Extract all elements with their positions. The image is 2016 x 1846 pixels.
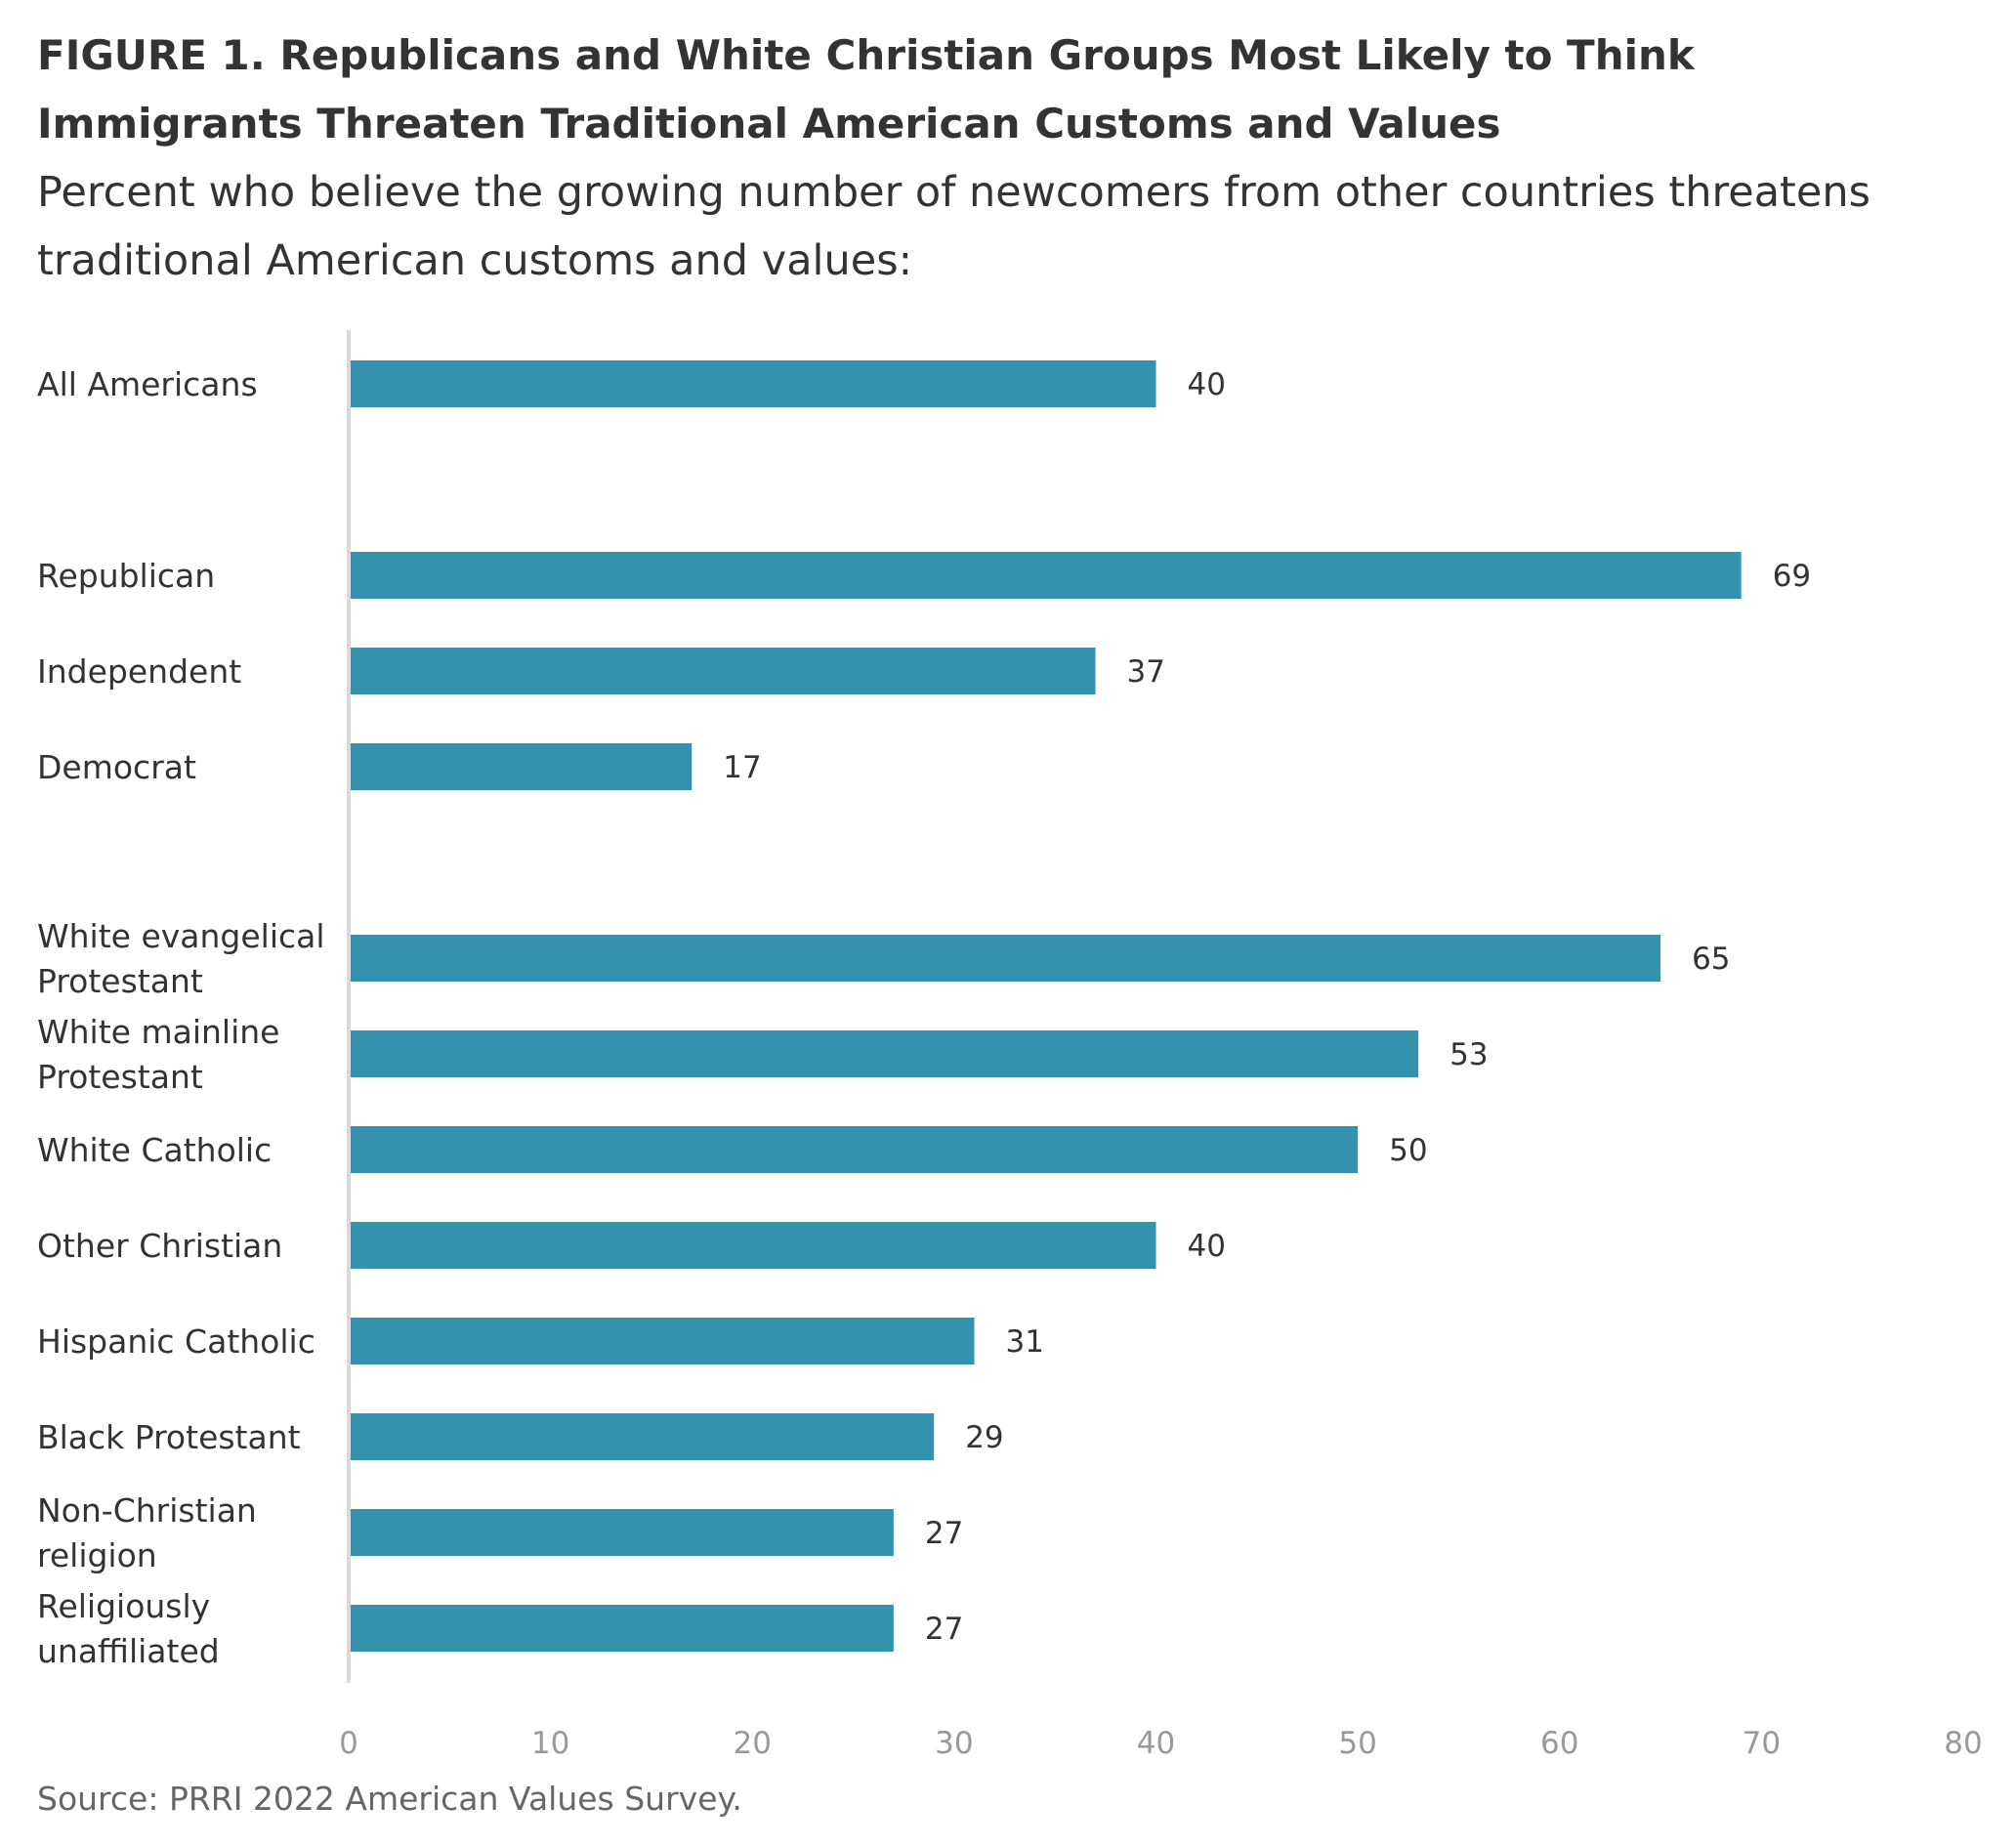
category-label-line: Protestant: [37, 962, 203, 1000]
category-label: Black Protestant: [37, 1418, 301, 1456]
category-label-line: Republican: [37, 557, 215, 595]
category-label: Independent: [37, 652, 241, 691]
bar: [349, 1605, 894, 1652]
x-tick-label: 10: [531, 1726, 569, 1761]
category-label-line: White evangelical: [37, 917, 325, 955]
bar: [349, 360, 1156, 407]
x-tick-label: 70: [1743, 1726, 1781, 1761]
bar: [349, 1413, 935, 1460]
x-tick-label: 30: [935, 1726, 973, 1761]
category-label-line: Non-Christian: [37, 1491, 257, 1530]
data-label: 53: [1449, 1037, 1488, 1072]
category-label: White mainline Protestant: [37, 1013, 279, 1096]
x-tick-label: 20: [734, 1726, 772, 1761]
category-label-line: Religiously: [37, 1587, 210, 1625]
category-label: White evangelical Protestant: [37, 917, 325, 1000]
category-label-line: White mainline: [37, 1013, 279, 1051]
category-label: Religiously unaffiliated: [37, 1587, 220, 1670]
figure-subtitle: Percent who believe the growing number o…: [37, 168, 1871, 285]
data-label: 37: [1127, 654, 1165, 690]
category-label: Hispanic Catholic: [37, 1322, 315, 1361]
category-label-line: Protestant: [37, 1058, 203, 1096]
category-label: Non-Christian religion: [37, 1491, 257, 1574]
category-label-line: Other Christian: [37, 1227, 282, 1265]
figure-title-block: FIGURE 1. Republicans and White Christia…: [37, 21, 1952, 158]
data-label: 29: [965, 1420, 1003, 1455]
data-label: 31: [1006, 1324, 1044, 1360]
category-label: All Americans: [37, 365, 258, 403]
category-label-line: Independent: [37, 652, 241, 691]
bar: [349, 935, 1661, 982]
bar: [349, 552, 1742, 599]
x-tick-label: 80: [1944, 1726, 1982, 1761]
category-label: Democrat: [37, 748, 196, 786]
x-tick-label: 0: [339, 1726, 358, 1761]
data-label: 50: [1389, 1133, 1427, 1168]
category-label: Republican: [37, 557, 215, 595]
category-label-line: Hispanic Catholic: [37, 1322, 315, 1361]
data-label: 65: [1692, 942, 1730, 977]
bar: [349, 743, 693, 790]
x-tick-label: 40: [1137, 1726, 1175, 1761]
category-label-line: religion: [37, 1536, 157, 1574]
data-label: 17: [723, 750, 761, 785]
category-label-line: Democrat: [37, 748, 196, 786]
data-label: 27: [925, 1612, 963, 1647]
data-label: 40: [1188, 367, 1226, 402]
x-tick-label: 60: [1540, 1726, 1578, 1761]
bar: [349, 1126, 1359, 1173]
category-label: Other Christian: [37, 1227, 282, 1265]
x-tick-label: 50: [1338, 1726, 1376, 1761]
category-label-line: unaffiliated: [37, 1632, 220, 1670]
bar: [349, 1509, 894, 1556]
category-label-line: All Americans: [37, 365, 258, 403]
source-note: Source: PRRI 2022 American Values Survey…: [37, 1780, 742, 1818]
bar: [349, 1318, 975, 1364]
category-label-line: Black Protestant: [37, 1418, 301, 1456]
category-label-line: White Catholic: [37, 1131, 272, 1169]
bar: [349, 648, 1096, 694]
data-label: 40: [1188, 1229, 1226, 1264]
bar: [349, 1222, 1156, 1269]
data-label: 27: [925, 1516, 963, 1551]
data-label: 69: [1773, 559, 1811, 594]
bar: [349, 1030, 1419, 1077]
category-label: White Catholic: [37, 1131, 272, 1169]
figure-title: Republicans and White Christian Groups M…: [37, 31, 1695, 147]
figure-label: FIGURE 1.: [37, 31, 266, 79]
